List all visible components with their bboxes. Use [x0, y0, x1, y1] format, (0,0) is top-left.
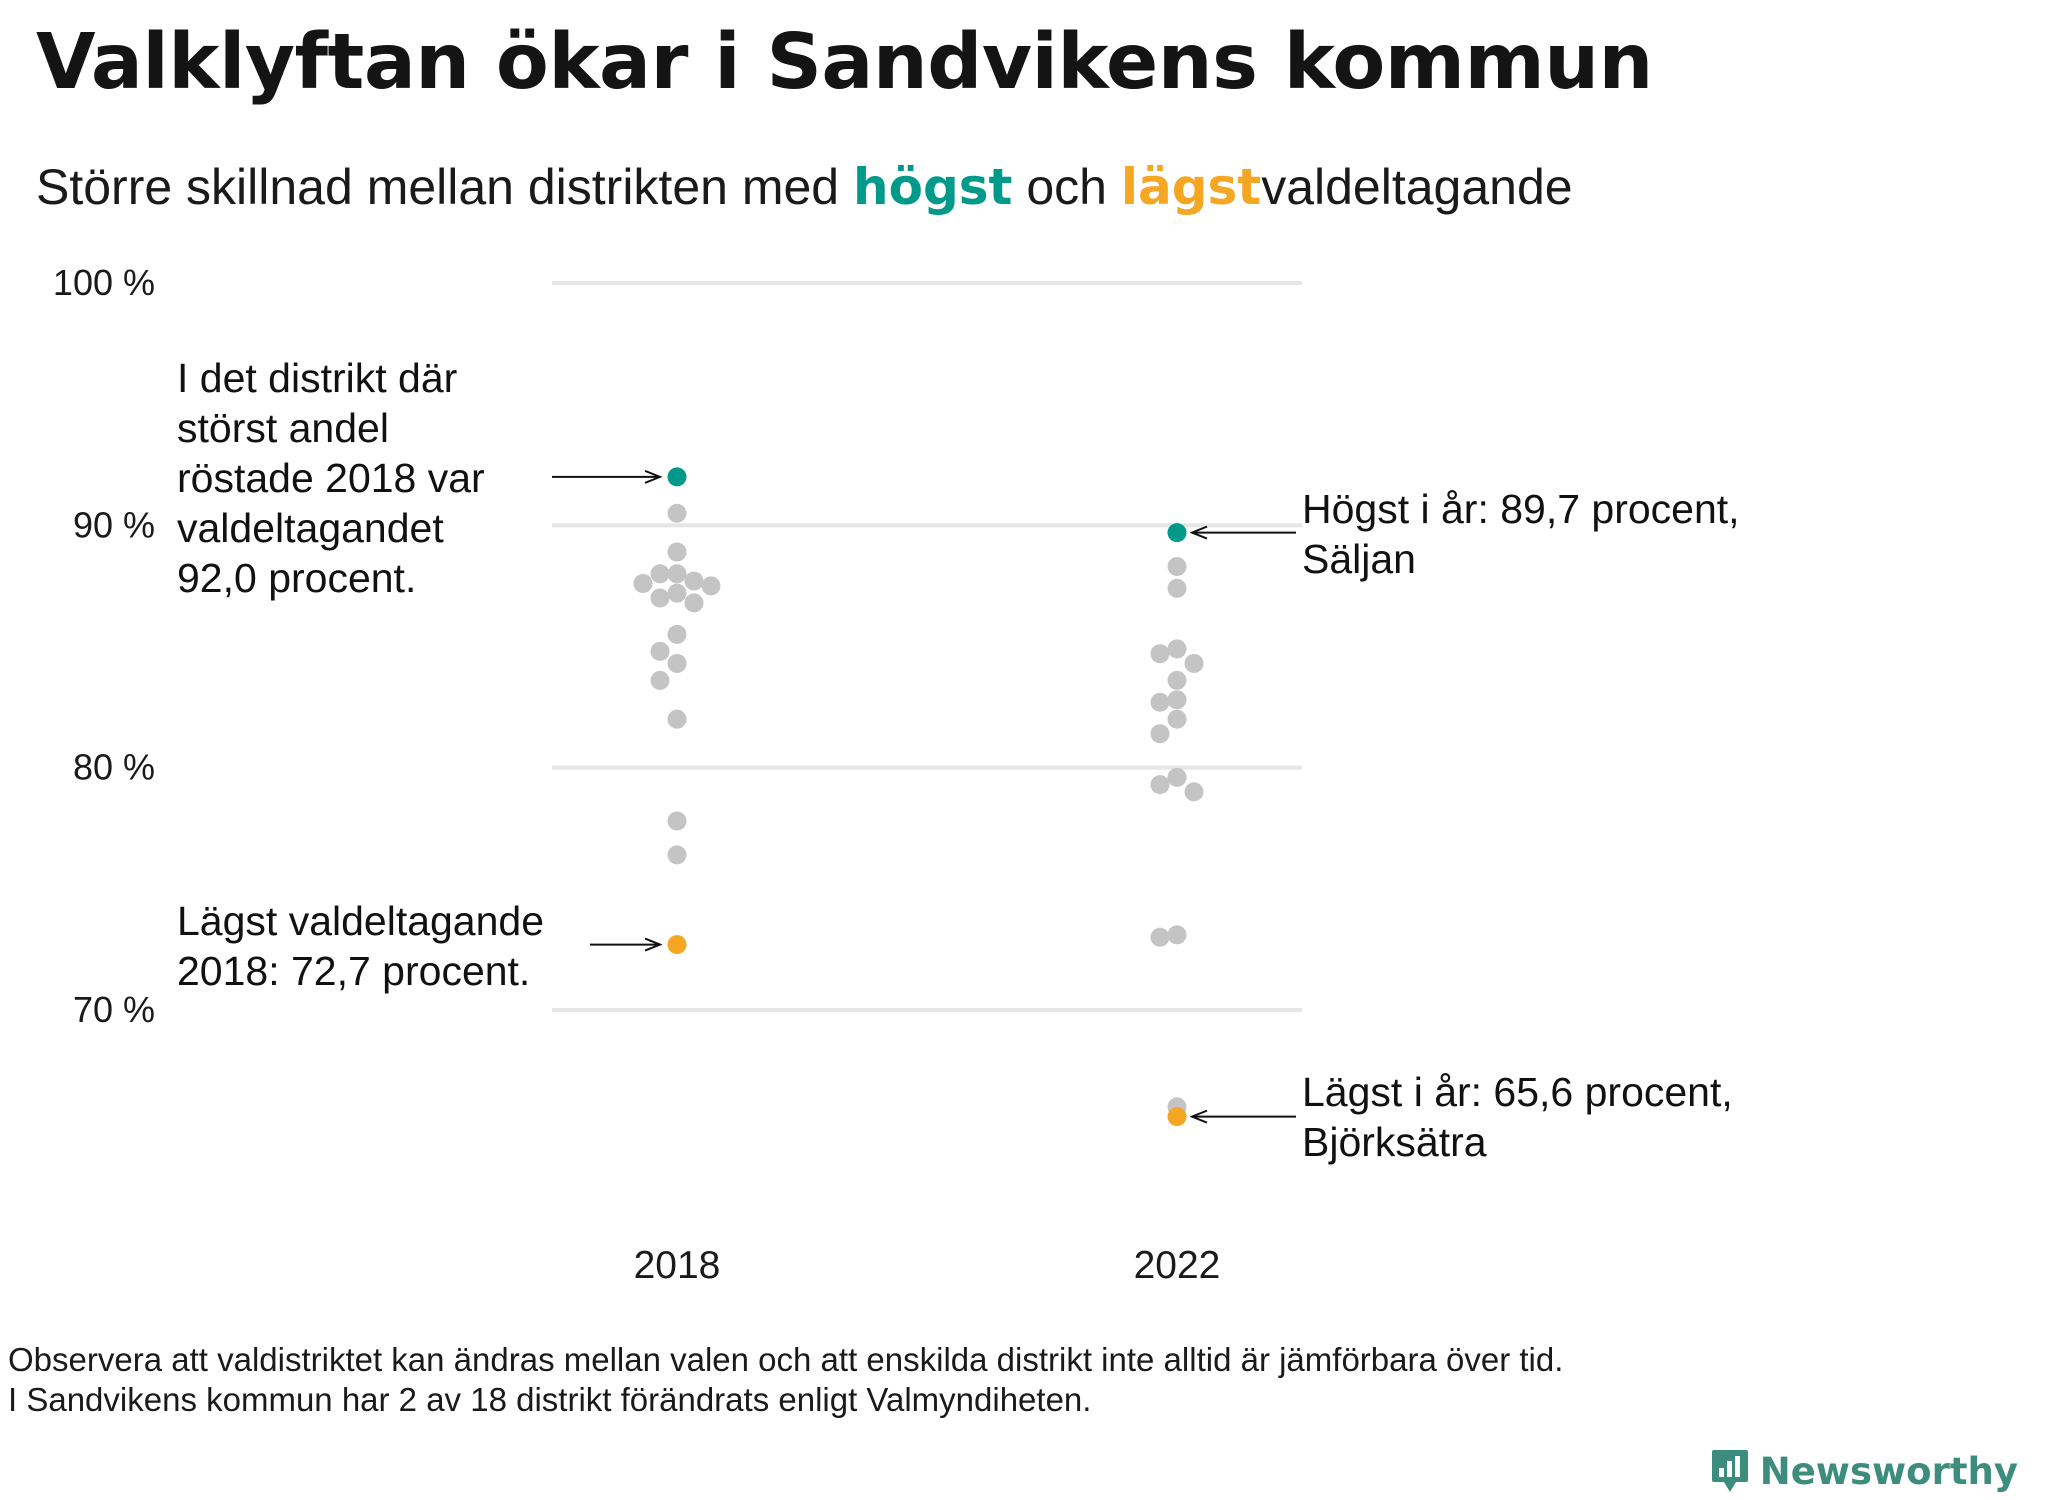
data-point-2022 — [1150, 644, 1170, 664]
data-point-2022 — [1167, 709, 1187, 729]
annotation-line: valdeltagandet — [177, 505, 444, 551]
data-point-2022 — [1150, 775, 1170, 795]
data-point-2018 — [650, 588, 670, 608]
data-point-2018 — [684, 571, 704, 591]
y-tick-label: 100 % — [53, 262, 155, 303]
subtitle-highlight-low: lägst — [1120, 158, 1262, 216]
footnote-line-1: Observera att valdistriktet kan ändras m… — [8, 1341, 1564, 1378]
data-point-highest-2022 — [1167, 523, 1187, 543]
data-point-2022 — [1167, 767, 1187, 787]
data-point-2018 — [667, 709, 687, 729]
x-axis-label-2018: 2018 — [634, 1244, 721, 1287]
annotation-line: 92,0 procent. — [177, 555, 416, 601]
data-point-highest-2018 — [667, 467, 687, 487]
subtitle-highlight-high: högst — [853, 158, 1013, 216]
data-point-2018 — [667, 653, 687, 673]
data-point-2022 — [1167, 690, 1187, 710]
footnote: Observera att valdistriktet kan ändras m… — [8, 1340, 1563, 1420]
y-axis-ticks: 100 % 90 % 80 % 70 % — [53, 262, 155, 1030]
data-point-2022 — [1167, 578, 1187, 598]
data-point-2018 — [684, 593, 704, 613]
annotation-arrows — [552, 477, 1296, 1117]
data-point-2018 — [701, 576, 721, 596]
annotation-line: Lägst valdeltagande — [177, 898, 544, 944]
chart-subtitle: Större skillnad mellan distrikten med hö… — [36, 158, 1573, 216]
data-point-2022 — [1167, 557, 1187, 577]
subtitle-part3: valdeltagande — [1261, 159, 1573, 215]
annotation-line: Lägst i år: 65,6 procent, — [1302, 1069, 1733, 1115]
data-point-2022 — [1150, 724, 1170, 744]
data-point-lowest-2022 — [1167, 1107, 1187, 1127]
data-point-2022 — [1150, 692, 1170, 712]
annotation-line: 2018: 72,7 procent. — [177, 948, 530, 994]
gridlines — [552, 281, 1302, 1012]
annotation-line: Säljan — [1302, 536, 1416, 582]
annotation-line: röstade 2018 var — [177, 455, 485, 501]
data-point-2018 — [667, 583, 687, 603]
y-tick-label: 80 % — [73, 747, 155, 788]
data-point-2018 — [667, 811, 687, 831]
data-point-2022 — [1150, 927, 1170, 947]
footnote-line-2: I Sandvikens kommun har 2 av 18 distrikt… — [8, 1381, 1092, 1418]
x-axis-label-2022: 2022 — [1134, 1244, 1221, 1287]
annotation-line: Björksätra — [1302, 1119, 1487, 1165]
data-point-2018 — [633, 573, 653, 593]
x-axis-labels: 2018 2022 — [634, 1244, 1221, 1287]
brand-logo: Newsworthy — [1710, 1448, 2018, 1494]
data-point-lowest-2018 — [667, 935, 687, 955]
annotation-line: Högst i år: 89,7 procent, — [1302, 486, 1740, 532]
data-point-2018 — [667, 845, 687, 865]
y-tick-label: 90 % — [73, 504, 155, 545]
data-points — [633, 467, 1204, 1127]
annotation-high-2022: Högst i år: 89,7 procent,Säljan — [1302, 486, 1740, 582]
annotation-line: I det distrikt där — [177, 355, 457, 401]
data-point-2018 — [667, 624, 687, 644]
data-point-2018 — [650, 670, 670, 690]
data-point-2018 — [667, 564, 687, 584]
y-tick-label: 70 % — [73, 989, 155, 1030]
annotation-low-2022: Lägst i år: 65,6 procent,Björksätra — [1302, 1069, 1733, 1165]
annotation-line: störst andel — [177, 405, 389, 451]
data-point-2022 — [1167, 925, 1187, 945]
data-point-2022 — [1167, 670, 1187, 690]
data-point-2022 — [1167, 639, 1187, 659]
data-point-2022 — [1184, 653, 1204, 673]
data-point-2022 — [1184, 782, 1204, 802]
chart-title: Valklyftan ökar i Sandvikens kommun — [36, 18, 1653, 107]
subtitle-part2: och — [1026, 159, 1107, 215]
bar-chart-speech-bubble-icon — [1711, 1450, 1748, 1492]
subtitle-part1: Större skillnad mellan distrikten med — [36, 159, 840, 215]
data-point-2018 — [650, 641, 670, 661]
dot-chart: 100 % 90 % 80 % 70 % 2018 2022 I det distrik… — [53, 262, 1740, 1287]
brand-name: Newsworthy — [1759, 1449, 2018, 1493]
data-point-2018 — [667, 542, 687, 562]
data-point-2018 — [667, 503, 687, 523]
data-point-2018 — [650, 564, 670, 584]
